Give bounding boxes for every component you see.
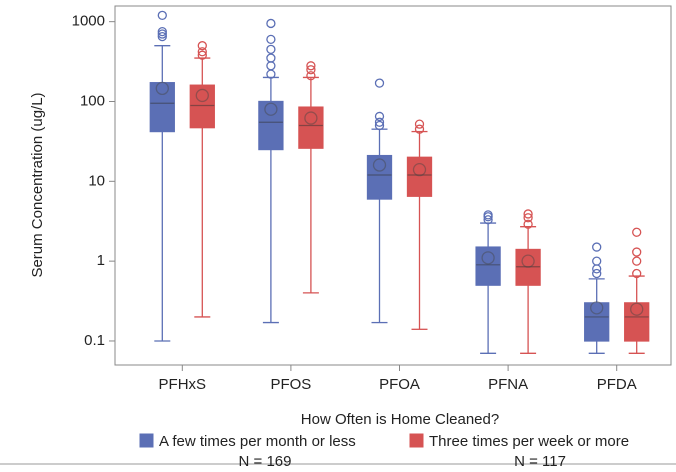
mean — [590, 301, 604, 315]
x-tick-label: PFDA — [597, 376, 637, 393]
outlier — [414, 119, 425, 129]
outlier — [197, 50, 207, 60]
outlier — [483, 215, 493, 225]
outlier — [374, 120, 385, 131]
plot-frame — [114, 5, 672, 366]
y-tick-label: 10 — [88, 172, 105, 189]
outlier — [414, 124, 425, 134]
x-tick-label: PFNA — [488, 376, 528, 393]
outlier — [157, 29, 167, 39]
outlier — [592, 242, 602, 252]
outlier — [306, 65, 316, 75]
x-tick-label: PFHxS — [159, 376, 207, 393]
mean — [372, 158, 387, 172]
outlier — [157, 31, 167, 42]
outlier — [483, 210, 493, 220]
legend-n: N = 117 — [514, 453, 566, 470]
mean — [195, 88, 209, 103]
outlier — [592, 268, 602, 279]
box — [475, 246, 501, 286]
outlier — [306, 61, 316, 71]
y-axis-label: Serum Concentration (ug/L) — [29, 92, 46, 277]
mean — [155, 81, 169, 96]
outlier — [523, 213, 533, 223]
outlier — [266, 61, 276, 71]
outlier — [523, 209, 533, 219]
outlier — [632, 256, 642, 266]
box — [366, 154, 393, 200]
outlier — [266, 53, 276, 63]
outlier — [632, 227, 642, 237]
outlier — [374, 78, 385, 88]
x-tick-label: PFOA — [379, 376, 420, 393]
outlier — [592, 256, 602, 266]
outlier — [306, 71, 316, 81]
box — [406, 156, 433, 197]
mean — [630, 302, 644, 316]
y-tick-label: 100 — [80, 92, 105, 109]
box — [258, 100, 284, 151]
x-tick-label: PFOS — [270, 376, 311, 393]
outlier — [266, 44, 276, 54]
legend-swatch — [139, 433, 154, 448]
mean — [304, 111, 318, 125]
mean — [264, 102, 278, 116]
outlier — [374, 117, 385, 127]
mean — [481, 251, 495, 265]
legend-title: How Often is Home Cleaned? — [301, 411, 499, 428]
outlier — [374, 111, 385, 122]
outlier — [632, 247, 642, 257]
legend-label: A few times per month or less — [159, 433, 356, 450]
outlier — [632, 268, 642, 279]
box — [584, 302, 610, 342]
outlier — [197, 47, 207, 57]
legend-n: N = 169 — [239, 453, 292, 470]
box — [624, 302, 650, 342]
mean — [521, 254, 535, 268]
box — [298, 106, 324, 149]
box — [189, 84, 215, 129]
outlier — [157, 10, 167, 20]
y-tick-label: 0.1 — [84, 332, 105, 349]
outlier — [266, 34, 276, 45]
outlier — [266, 18, 276, 29]
y-tick-label: 1000 — [72, 13, 105, 30]
legend-swatch — [409, 433, 424, 448]
y-tick-label: 1 — [97, 252, 105, 269]
outlier — [197, 41, 207, 51]
box — [149, 82, 175, 133]
mean — [412, 163, 427, 177]
outlier — [157, 26, 167, 37]
legend-label: Three times per week or more — [429, 433, 629, 450]
outlier — [523, 219, 533, 229]
